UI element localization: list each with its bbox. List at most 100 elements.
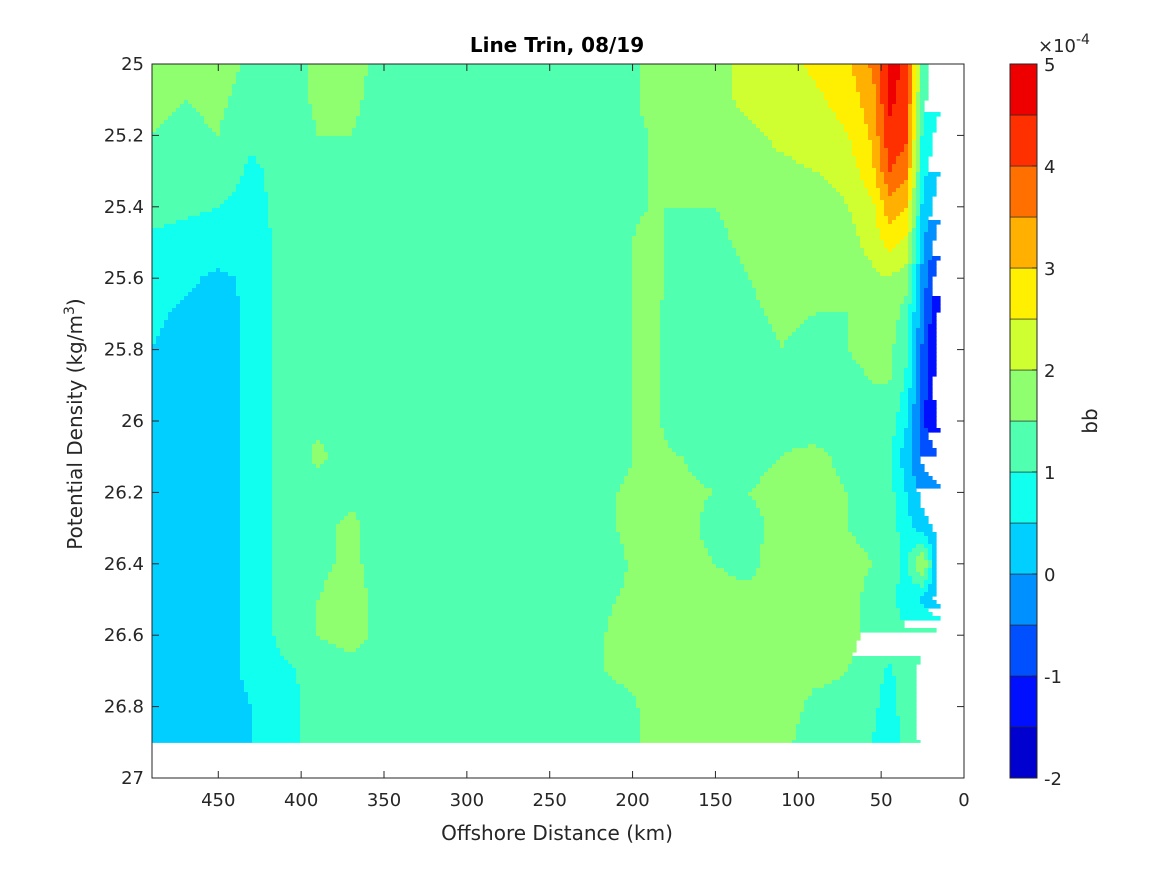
colorbar-swatch xyxy=(1009,522,1038,575)
contour-cell xyxy=(920,188,925,193)
contour-cell xyxy=(152,228,273,233)
contour-cell xyxy=(892,440,905,445)
x-tick-label: 400 xyxy=(284,790,318,811)
contour-cell xyxy=(908,136,913,141)
contour-cell xyxy=(324,588,369,593)
contour-cell xyxy=(240,616,273,621)
contour-cell xyxy=(264,188,649,193)
contour-cell xyxy=(932,576,937,581)
contour-cell xyxy=(640,108,741,113)
contour-cell xyxy=(240,392,273,397)
contour-cell xyxy=(756,292,909,297)
contour-cell xyxy=(344,516,357,521)
contour-cell xyxy=(920,152,933,157)
contour-cell xyxy=(296,680,617,685)
contour-cell xyxy=(904,144,909,149)
contour-cell xyxy=(892,220,909,225)
contour-cell xyxy=(908,404,913,409)
contour-cell xyxy=(868,256,909,261)
contour-cell xyxy=(152,352,241,357)
contour-cell xyxy=(924,328,929,333)
y-tick-label: 26.6 xyxy=(104,625,144,646)
contour-cell xyxy=(152,316,169,321)
contour-cell xyxy=(896,424,909,429)
contour-cell xyxy=(900,736,917,741)
colorbar-tick-label: -2 xyxy=(1044,769,1062,790)
contour-cell xyxy=(912,272,917,277)
contour-cell xyxy=(800,712,877,717)
contour-cell xyxy=(316,128,353,133)
contour-cell xyxy=(152,416,241,421)
contour-cell xyxy=(916,92,921,97)
contour-cell xyxy=(616,492,713,497)
contour-cell xyxy=(740,260,873,265)
contour-cell xyxy=(896,332,909,337)
contour-cell xyxy=(880,704,897,709)
contour-cell xyxy=(920,552,925,557)
contour-cell xyxy=(908,132,913,137)
contour-cell xyxy=(648,192,841,197)
contour-cell xyxy=(632,412,661,417)
contour-cell xyxy=(928,276,933,281)
contour-cell xyxy=(888,96,897,101)
contour-cell xyxy=(784,340,849,345)
contour-cell xyxy=(892,344,909,349)
contour-cell xyxy=(920,440,933,445)
contour-cell xyxy=(920,360,929,365)
colorbar-swatch xyxy=(1009,267,1038,320)
contour-cell xyxy=(876,108,885,113)
contour-cell xyxy=(900,728,917,733)
contour-cell xyxy=(908,508,925,513)
contour-cell xyxy=(152,680,245,685)
contour-cell xyxy=(872,196,881,201)
contour-cell xyxy=(864,584,897,589)
contour-cell xyxy=(736,104,829,109)
contour-cell xyxy=(896,92,909,97)
contour-cell xyxy=(860,240,885,245)
x-tick-label: 50 xyxy=(870,790,893,811)
contour-cell xyxy=(760,548,865,553)
contour-cell xyxy=(272,228,637,233)
contour-cell xyxy=(896,428,905,433)
contour-cell xyxy=(908,396,917,401)
contour-cell xyxy=(912,452,921,457)
contour-cell xyxy=(848,496,897,501)
contour-cell xyxy=(664,216,721,221)
contour-cell xyxy=(640,708,805,713)
y-tick-label: 25.4 xyxy=(104,197,144,218)
contour-cell xyxy=(248,696,301,701)
contour-cell xyxy=(152,712,253,717)
contour-cell xyxy=(272,508,617,513)
contour-cell xyxy=(648,152,785,157)
contour-cell xyxy=(668,440,893,445)
contour-cell xyxy=(852,356,893,361)
contour-cell xyxy=(928,364,937,369)
contour-cell xyxy=(932,552,937,557)
contour-cell xyxy=(152,580,241,585)
contour-cell xyxy=(928,260,937,265)
contour-cell xyxy=(916,180,921,185)
contour-cell xyxy=(360,536,621,541)
contour-cell xyxy=(152,176,241,181)
contour-cell xyxy=(872,380,889,385)
contour-cell xyxy=(200,112,225,117)
contour-cell xyxy=(152,692,249,697)
contour-cell xyxy=(152,520,241,525)
contour-cell xyxy=(316,616,369,621)
contour-cell xyxy=(908,92,913,97)
contour-cell xyxy=(888,216,897,221)
contour-cell xyxy=(152,556,241,561)
contour-cell xyxy=(916,244,921,249)
contour-cell xyxy=(932,580,937,585)
contour-cell xyxy=(888,152,901,157)
contour-cell xyxy=(240,300,273,305)
contour-cell xyxy=(720,212,853,217)
contour-cell xyxy=(904,300,913,305)
contour-cell xyxy=(916,164,921,169)
contour-cell xyxy=(664,428,897,433)
contour-cell xyxy=(928,588,937,593)
contour-cell xyxy=(212,128,221,133)
contour-cell xyxy=(908,84,913,89)
contour-cell xyxy=(268,212,645,217)
contour-cell xyxy=(924,112,941,117)
